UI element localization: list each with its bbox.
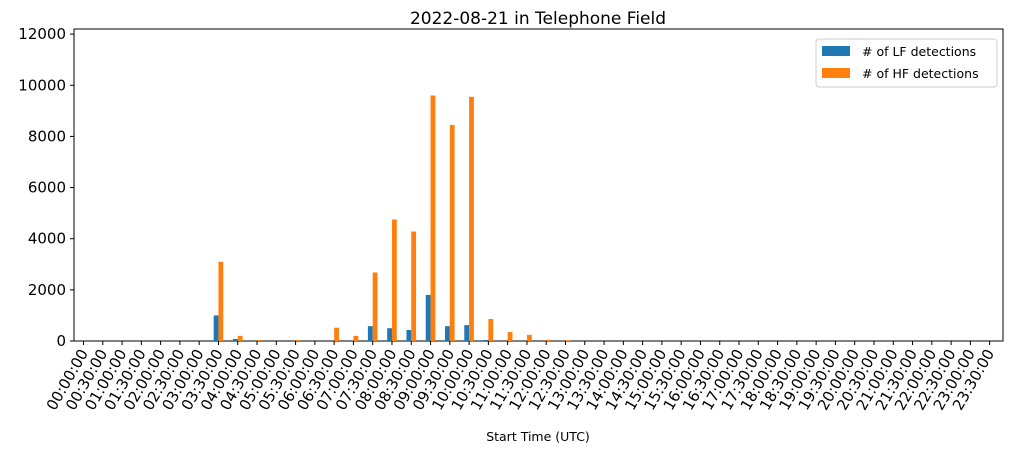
bar-hf: [218, 261, 224, 341]
bar-hf: [449, 124, 455, 342]
x-axis: 00:00:0000:30:0001:00:0001:30:0002:00:00…: [43, 341, 998, 413]
chart-title: 2022-08-21 in Telephone Field: [410, 9, 666, 29]
bar-lf: [483, 339, 489, 341]
bar-lf: [387, 328, 392, 341]
y-tick-label: 8000: [28, 127, 66, 145]
bar-hf: [469, 96, 474, 342]
bars: [213, 95, 571, 342]
bar-hf: [430, 95, 436, 342]
y-tick-label: 6000: [28, 179, 66, 197]
bar-hf: [237, 335, 243, 341]
legend-label-hf: # of HF detections: [862, 66, 979, 81]
bar-hf: [488, 319, 494, 341]
bar-hf: [391, 219, 397, 341]
bar-lf: [464, 325, 470, 341]
bar-lf: [367, 326, 373, 341]
y-tick-label: 4000: [28, 230, 66, 248]
legend-label-lf: # of LF detections: [862, 44, 976, 59]
bar-lf: [445, 326, 450, 341]
bar-hf: [372, 272, 378, 341]
bar-hf: [411, 231, 417, 341]
legend-frame: [815, 38, 998, 88]
x-axis-label: Start Time (UTC): [486, 429, 590, 444]
legend-swatch-lf: [822, 46, 850, 56]
bar-hf: [353, 335, 359, 341]
y-tick-label: 0: [56, 332, 66, 350]
legend-swatch-hf: [822, 68, 850, 78]
bar-hf: [526, 334, 532, 341]
bar-hf: [334, 327, 339, 341]
bar-hf: [295, 339, 301, 341]
bar-lf: [232, 338, 238, 341]
bar-lf: [425, 294, 431, 341]
bar-lf: [406, 330, 412, 341]
bar-hf: [257, 339, 262, 341]
y-axis: 0 2000 4000 6000 8000 10000 12000: [18, 25, 74, 350]
y-tick-label: 2000: [28, 281, 66, 299]
bar-hf: [507, 332, 513, 341]
bar-hf: [565, 340, 571, 341]
bar-lf: [213, 315, 219, 341]
y-tick-label: 12000: [18, 25, 66, 43]
legend: # of LF detections # of HF detections: [815, 38, 998, 88]
bar-hf: [546, 339, 552, 341]
y-tick-label: 10000: [18, 76, 66, 94]
